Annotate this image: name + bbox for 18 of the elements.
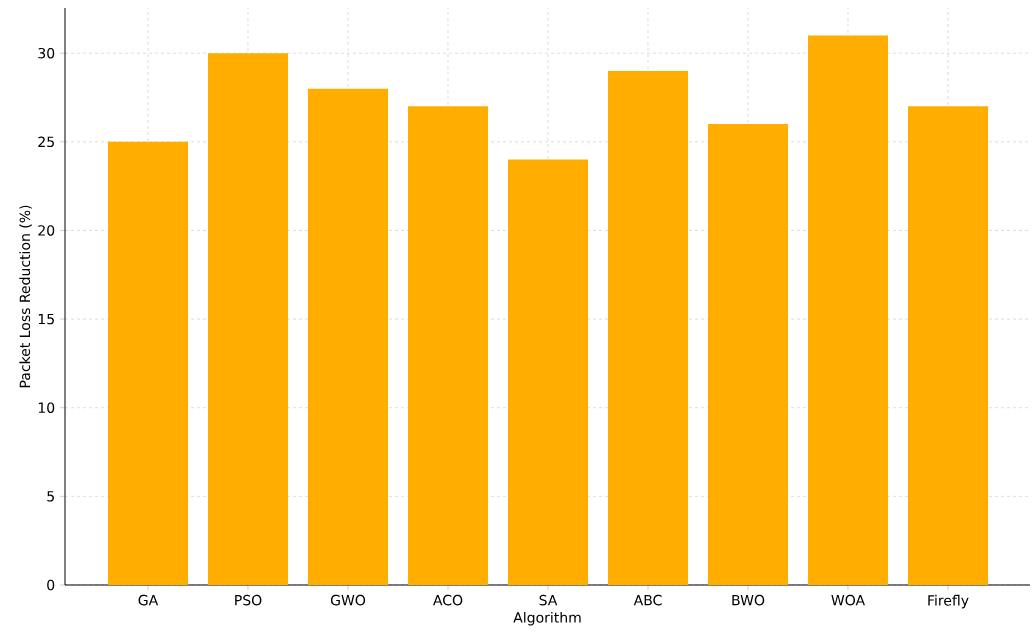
- y-axis-title: Packet Loss Reduction (%): [19, 205, 32, 388]
- y-tick-label: 5: [47, 491, 54, 502]
- y-tick-label: 30: [38, 47, 55, 59]
- y-tick-label: 20: [38, 225, 55, 236]
- x-tick-label: ACO: [433, 594, 463, 606]
- x-tick-label: Firefly: [928, 594, 969, 609]
- x-tick-label: PSO: [235, 594, 262, 606]
- y-tick-label: 10: [38, 402, 55, 414]
- x-tick-label: ABC: [633, 594, 662, 606]
- x-axis-title: Algorithm: [513, 611, 581, 626]
- y-tick-label: 0: [47, 579, 55, 591]
- y-tick-label: 15: [38, 313, 54, 325]
- x-tick-label: GA: [138, 594, 159, 606]
- x-tick-label: WOA: [831, 594, 865, 606]
- x-tick-label: BWO: [732, 594, 765, 606]
- x-tick-label: SA: [539, 594, 558, 606]
- x-tick-label: GWO: [330, 594, 366, 606]
- y-tick-label: 25: [38, 136, 54, 148]
